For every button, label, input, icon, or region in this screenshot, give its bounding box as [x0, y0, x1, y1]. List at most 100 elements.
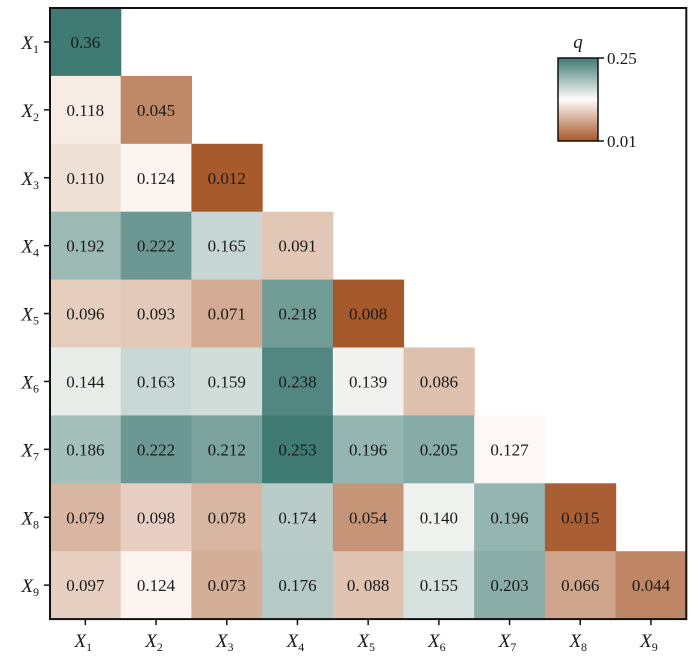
cell-value-label-8-5: 0.054 [349, 508, 388, 527]
heatmap-cell-7-6 [403, 415, 475, 484]
heatmap-cell-8-8 [544, 483, 617, 552]
cell-value-label-7-3: 0.212 [208, 440, 246, 459]
y-tick-label-main-2: X [20, 101, 34, 122]
heatmap-cell-7-2 [120, 415, 192, 484]
heatmap-cell-2-2 [120, 75, 192, 145]
heatmap-cell-9-9 [615, 551, 687, 620]
heatmap-cell-8-2 [120, 483, 192, 552]
x-tick-label-main-6: X [427, 631, 441, 652]
x-tick-label-main-1: X [74, 631, 88, 652]
y-tick-label-main-3: X [20, 169, 34, 190]
x-tick-label-sub-8: 8 [581, 640, 587, 654]
cell-value-label-6-6: 0.086 [420, 372, 458, 391]
y-tick-label-9: X9 [20, 576, 39, 599]
heatmap-cell-9-4 [262, 551, 334, 620]
heatmap-cell-9-3 [191, 551, 263, 620]
heatmap-cell-4-3 [191, 211, 263, 281]
y-tick-label-sub-5: 5 [33, 314, 39, 328]
cell-value-label-9-4: 0.176 [278, 576, 316, 595]
x-tick-label-1: X1 [74, 631, 93, 654]
x-tick-label-main-5: X [356, 631, 370, 652]
cell-value-label-8-3: 0.078 [208, 508, 246, 527]
y-tick-label-3: X3 [20, 169, 39, 192]
y-tick-label-1: X1 [20, 33, 39, 56]
heatmap-cell-3-1 [50, 143, 122, 213]
y-tick-label-sub-4: 4 [33, 246, 39, 260]
heatmap-cell-8-4 [262, 483, 334, 552]
cell-value-label-2-1: 0.118 [67, 101, 105, 120]
colorbar-title: q [573, 32, 583, 53]
y-tick-label-main-7: X [20, 440, 34, 461]
cell-value-label-9-5: 0. 088 [347, 576, 390, 595]
heatmap-cell-6-5 [332, 347, 405, 416]
heatmap-cell-3-3 [191, 143, 263, 213]
cell-value-label-1-1: 0.36 [70, 33, 100, 52]
y-tick-label-sub-6: 6 [33, 381, 39, 395]
cell-value-label-2-2: 0.045 [137, 101, 175, 120]
x-tick-label-4: X4 [286, 631, 305, 654]
heatmap-cell-7-3 [191, 415, 263, 484]
x-tick-label-sub-3: 3 [228, 640, 234, 654]
heatmap-cell-5-1 [50, 279, 122, 349]
x-tick-label-9: X9 [639, 631, 658, 654]
y-tick-label-main-9: X [20, 576, 34, 597]
heatmap-cell-4-2 [120, 211, 192, 281]
y-tick-label-8: X8 [20, 508, 39, 531]
x-tick-label-3: X3 [215, 631, 234, 654]
heatmap-cell-9-5 [332, 551, 405, 620]
heatmap-cell-7-4 [262, 415, 334, 484]
cell-value-label-3-1: 0.110 [67, 169, 105, 188]
cell-value-label-7-6: 0.205 [420, 440, 458, 459]
cell-value-label-5-5: 0.008 [349, 305, 387, 324]
cell-value-label-7-7: 0.127 [490, 440, 529, 459]
x-tick-label-main-4: X [286, 631, 300, 652]
y-tick-label-main-6: X [20, 372, 34, 393]
y-tick-label-sub-9: 9 [33, 585, 39, 599]
heatmap-cell-6-6 [403, 347, 475, 416]
cell-value-label-6-2: 0.163 [137, 372, 175, 391]
heatmap-cell-2-1 [50, 75, 122, 145]
x-tick-label-sub-2: 2 [157, 640, 163, 654]
cell-value-label-9-6: 0.155 [420, 576, 458, 595]
colorbar-max-label: 0.25 [607, 49, 637, 68]
cell-value-label-9-1: 0.097 [66, 576, 105, 595]
cell-value-label-7-1: 0.186 [66, 440, 104, 459]
cell-value-label-7-2: 0.222 [137, 440, 175, 459]
heatmap-cell-6-2 [120, 347, 192, 416]
cell-value-label-3-2: 0.124 [137, 169, 176, 188]
x-tick-label-sub-5: 5 [369, 640, 375, 654]
cell-value-label-9-8: 0.066 [561, 576, 599, 595]
heatmap-cell-5-2 [120, 279, 192, 349]
x-tick-label-sub-4: 4 [298, 640, 304, 654]
cell-value-label-9-3: 0.073 [208, 576, 246, 595]
y-tick-label-sub-3: 3 [33, 178, 39, 192]
y-tick-label-sub-1: 1 [33, 42, 39, 56]
y-tick-label-sub-2: 2 [33, 110, 39, 124]
heatmap-cell-8-1 [50, 483, 122, 552]
cell-value-label-7-5: 0.196 [349, 440, 387, 459]
colorbar-min-label: 0.01 [607, 132, 637, 151]
heatmap-cell-3-2 [120, 143, 192, 213]
x-tick-label-main-3: X [215, 631, 229, 652]
cell-value-label-4-2: 0.222 [137, 237, 175, 256]
x-tick-label-2: X2 [144, 631, 163, 654]
heatmap-cell-7-1 [50, 415, 122, 484]
heatmap-cell-6-4 [262, 347, 334, 416]
x-tick-label-sub-6: 6 [440, 640, 446, 654]
x-tick-label-main-8: X [568, 631, 582, 652]
y-tick-label-main-8: X [20, 508, 34, 529]
heatmap-cells: 0.36 0.118 0.045 0.110 0.124 0.012 0.192 0.222 0… [50, 8, 687, 620]
cell-value-label-9-7: 0.203 [490, 576, 528, 595]
x-tick-label-5: X5 [356, 631, 375, 654]
cell-value-label-9-9: 0.044 [632, 576, 671, 595]
cell-value-label-8-6: 0.140 [420, 508, 458, 527]
y-tick-label-5: X5 [20, 305, 39, 328]
y-tick-label-6: X6 [20, 372, 39, 395]
colorbar-gradient [557, 57, 599, 142]
heatmap-cell-9-2 [120, 551, 192, 620]
heatmap-cell-8-6 [403, 483, 475, 552]
heatmap-cell-5-4 [262, 279, 334, 349]
y-tick-label-sub-8: 8 [33, 517, 39, 531]
heatmap-cell-5-3 [191, 279, 263, 349]
